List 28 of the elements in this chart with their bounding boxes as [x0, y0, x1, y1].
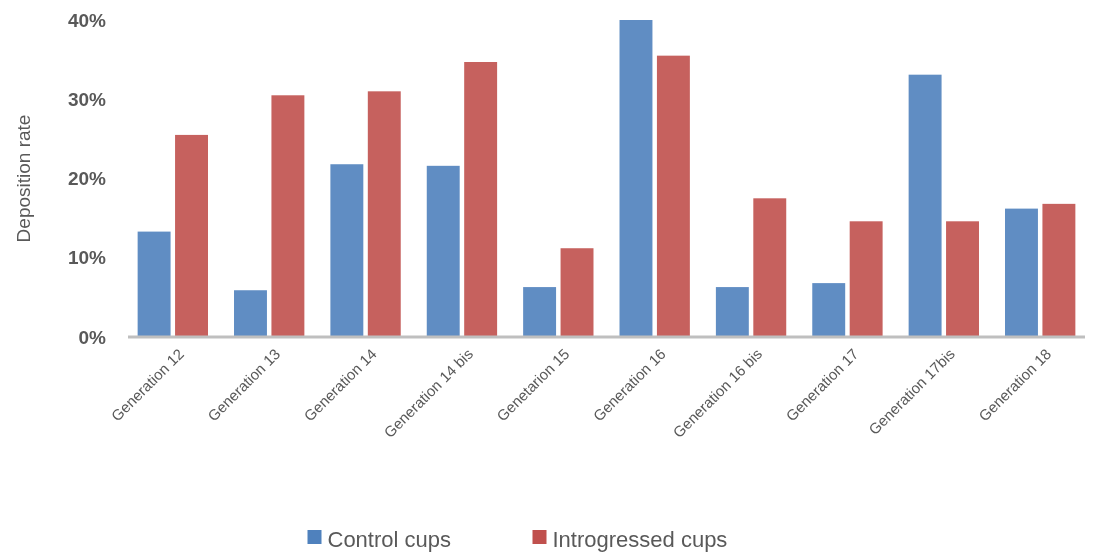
y-tick-label: 20% [67, 168, 107, 190]
y-tick-label: 0% [78, 326, 107, 348]
legend-label: Introgressed cups [552, 526, 728, 552]
legend-label: Control cups [327, 526, 452, 552]
bar [523, 287, 557, 337]
bar [234, 290, 267, 337]
bar [908, 74, 942, 337]
bar [1005, 208, 1038, 337]
bar [619, 20, 653, 337]
y-tick-label: 10% [67, 247, 107, 269]
bar [137, 231, 171, 337]
bar [330, 164, 364, 337]
bar [812, 283, 846, 337]
bar [656, 55, 690, 337]
bar [464, 62, 498, 337]
y-axis-title: Deposition rate [13, 114, 34, 243]
bar [946, 221, 979, 337]
bar [849, 221, 883, 337]
y-tick-label: 30% [67, 88, 107, 110]
bar [271, 95, 305, 337]
bar [560, 248, 594, 337]
bar [753, 198, 787, 337]
bar [1042, 203, 1076, 337]
bar [175, 134, 208, 337]
bar [715, 287, 749, 337]
bar [367, 91, 401, 337]
y-tick-label: 40% [67, 9, 107, 31]
bar [426, 165, 460, 337]
